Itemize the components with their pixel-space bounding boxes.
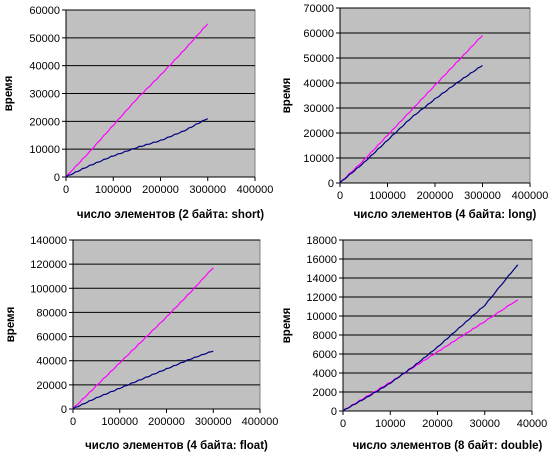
y-tick-label: 40000 <box>29 61 60 73</box>
y-tick-label: 10000 <box>29 144 60 156</box>
y-tick-label: 10000 <box>306 311 337 323</box>
x-tick-label: 200000 <box>142 184 179 196</box>
x-tick-label: 400000 <box>512 190 549 202</box>
x-tick-label: 40000 <box>517 418 548 430</box>
series-2-line <box>72 350 214 410</box>
plot-area <box>342 239 533 412</box>
x-tick-label: 400000 <box>242 416 279 428</box>
series-1-line <box>342 299 519 412</box>
x-tick-label: 0 <box>337 190 343 202</box>
x-tick-label: 0 <box>340 418 346 430</box>
y-tick-label: 60000 <box>36 332 67 344</box>
y-tick-label: 8000 <box>313 330 337 342</box>
x-tick-label: 200000 <box>417 190 454 202</box>
plot-area <box>72 239 261 410</box>
x-tick-label: 0 <box>70 416 76 428</box>
x-axis-title: число элементов (4 байта: float) <box>85 440 268 452</box>
y-tick-label: 20000 <box>29 116 60 128</box>
y-tick-label: 50000 <box>29 33 60 45</box>
plot-area <box>339 7 531 184</box>
y-tick-label: 0 <box>54 172 60 184</box>
y-tick-label: 20000 <box>36 380 67 392</box>
chart-1: 0 10000 20000 30000 40000 50000 60000 0 100000 20… <box>3 5 273 221</box>
x-axis-title: число элементов (4 байта: long) <box>354 209 537 221</box>
y-tick-label: 30000 <box>29 89 60 101</box>
y-tick-label: 4000 <box>313 368 337 380</box>
chart-3: 0 20000 40000 60000 80000 100000 120000 140000 0… <box>5 235 278 452</box>
x-axis-title: число элементов (2 байта: short) <box>77 209 264 221</box>
series-1-line <box>72 267 214 410</box>
x-tick-label: 30000 <box>469 418 500 430</box>
y-tick-label: 80000 <box>36 307 67 319</box>
series-2-line <box>339 65 483 184</box>
x-tick-label: 100000 <box>95 184 132 196</box>
y-tick-label: 6000 <box>313 349 337 361</box>
series-2-line <box>65 118 209 178</box>
y-tick-label: 70000 <box>303 3 334 15</box>
y-axis-title: время <box>281 308 293 344</box>
y-tick-label: 40000 <box>303 78 334 90</box>
x-tick-label: 20000 <box>422 418 453 430</box>
x-tick-label: 0 <box>63 184 69 196</box>
y-axis-title: время <box>3 76 15 112</box>
x-tick-label: 300000 <box>195 416 232 428</box>
y-tick-label: 40000 <box>36 356 67 368</box>
series-1-line <box>65 23 209 178</box>
x-tick-label: 300000 <box>189 184 226 196</box>
y-tick-label: 30000 <box>303 103 334 115</box>
y-tick-label: 0 <box>328 178 334 190</box>
y-tick-label: 120000 <box>30 259 67 271</box>
y-tick-label: 10000 <box>303 153 334 165</box>
x-tick-label: 400000 <box>237 184 274 196</box>
y-tick-label: 60000 <box>303 28 334 40</box>
y-tick-label: 12000 <box>306 292 337 304</box>
y-axis-title: время <box>281 78 293 114</box>
y-tick-label: 0 <box>331 406 337 418</box>
y-tick-label: 14000 <box>306 273 337 285</box>
x-tick-label: 10000 <box>375 418 406 430</box>
y-tick-label: 16000 <box>306 254 337 266</box>
y-tick-label: 2000 <box>313 387 337 399</box>
series-2-line <box>342 264 519 412</box>
x-tick-label: 200000 <box>148 416 185 428</box>
x-tick-label: 300000 <box>464 190 501 202</box>
y-tick-label: 60000 <box>29 5 60 17</box>
y-axis-title: время <box>5 307 17 343</box>
x-axis-title: число элементов (8 байт: double) <box>353 440 543 452</box>
y-tick-label: 20000 <box>303 128 334 140</box>
y-tick-label: 50000 <box>303 53 334 65</box>
chart-4: 0 2000 4000 6000 8000 10000 12000 14000 16000 180… <box>281 235 547 452</box>
y-tick-label: 100000 <box>30 283 67 295</box>
chart-2: 0 10000 20000 30000 40000 50000 60000 70000 0 100… <box>281 3 548 221</box>
series-1-line <box>339 35 483 184</box>
y-tick-label: 18000 <box>306 235 337 247</box>
x-tick-label: 100000 <box>101 416 138 428</box>
x-tick-label: 100000 <box>369 190 406 202</box>
y-tick-label: 0 <box>61 404 67 416</box>
y-tick-label: 140000 <box>30 235 67 247</box>
